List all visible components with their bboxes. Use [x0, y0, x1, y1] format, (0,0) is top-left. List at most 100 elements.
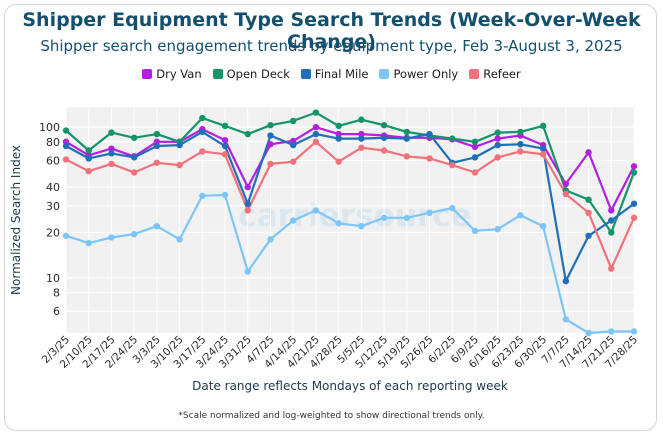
legend-swatch — [379, 69, 390, 79]
data-point-refeer — [85, 168, 92, 175]
data-point-refeer — [380, 147, 388, 154]
data-point-power-only — [221, 191, 229, 199]
data-point-dry-van — [108, 145, 115, 152]
data-point-power-only — [312, 207, 320, 214]
data-point-final-mile — [335, 135, 342, 142]
data-point-final-mile — [199, 128, 206, 136]
data-point-final-mile — [562, 277, 570, 285]
data-point-refeer — [176, 161, 183, 169]
data-point-refeer — [630, 214, 638, 222]
data-point-refeer — [62, 156, 70, 163]
data-point-refeer — [335, 158, 342, 165]
y-tick-label: 10 — [46, 272, 60, 285]
y-tick-label: 80 — [46, 136, 60, 149]
data-point-power-only — [244, 268, 251, 275]
data-point-dry-van — [585, 149, 592, 156]
data-point-final-mile — [426, 130, 433, 138]
data-point-final-mile — [403, 135, 410, 142]
series-line-power-only — [65, 193, 634, 335]
data-point-power-only — [380, 214, 388, 222]
legend-swatch — [142, 69, 153, 79]
data-point-refeer — [517, 148, 524, 155]
legend-label: Final Mile — [314, 67, 369, 81]
y-axis-label: Normalized Search Index — [9, 145, 23, 295]
series-line-dry-van — [65, 126, 635, 212]
data-point-final-mile — [244, 200, 251, 207]
legend-label: Power Only — [393, 67, 459, 81]
y-tick-label: 8 — [53, 286, 60, 299]
data-point-refeer — [312, 138, 320, 145]
legend-item-final-mile: Final Mile — [300, 67, 369, 81]
data-point-open-deck — [449, 135, 456, 142]
data-point-refeer — [471, 169, 479, 176]
legend-label: Open Deck — [226, 67, 290, 81]
data-point-power-only — [130, 230, 138, 238]
data-point-refeer — [562, 190, 570, 198]
data-point-power-only — [449, 204, 456, 212]
data-point-refeer — [608, 265, 615, 272]
y-tick-label: 30 — [46, 200, 60, 213]
data-point-final-mile — [471, 154, 479, 161]
legend-swatch — [300, 69, 311, 79]
data-point-refeer — [494, 154, 501, 161]
data-point-power-only — [517, 212, 524, 219]
data-point-open-deck — [153, 130, 161, 138]
data-point-final-mile — [358, 135, 365, 142]
data-point-final-mile — [608, 217, 615, 224]
data-point-final-mile — [380, 134, 388, 141]
data-point-power-only — [403, 214, 410, 222]
legend-item-refeer: Refeer — [469, 67, 521, 81]
data-point-refeer — [290, 158, 297, 165]
data-point-dry-van — [335, 130, 342, 138]
data-point-final-mile — [267, 132, 274, 139]
data-point-final-mile — [290, 141, 297, 149]
data-point-power-only — [85, 239, 92, 247]
data-point-final-mile — [312, 130, 320, 138]
data-point-dry-van — [608, 207, 615, 214]
x-axis-label: Date range reflects Mondays of each repo… — [192, 379, 508, 393]
data-point-final-mile — [221, 142, 229, 150]
data-point-final-mile — [108, 150, 115, 157]
legend-item-open-deck: Open Deck — [212, 67, 290, 81]
chart-legend: Dry Van Open Deck Final Mile Power Only Refe… — [0, 67, 663, 81]
data-point-open-deck — [108, 129, 115, 136]
data-point-open-deck — [585, 196, 592, 203]
y-tick-label: 6 — [53, 305, 60, 318]
data-point-open-deck — [471, 138, 479, 145]
series-line-final-mile — [65, 130, 635, 283]
data-point-dry-van — [562, 180, 570, 188]
series-line-refeer — [65, 140, 636, 270]
data-point-dry-van — [471, 143, 479, 151]
data-point-dry-van — [244, 183, 251, 191]
data-point-final-mile — [517, 141, 524, 148]
data-point-open-deck — [62, 127, 70, 134]
legend-swatch — [469, 69, 480, 79]
data-point-power-only — [562, 316, 570, 323]
data-point-open-deck — [608, 229, 615, 236]
footnote: *Scale normalized and log-weighted to sh… — [178, 411, 485, 421]
data-point-open-deck — [494, 129, 501, 136]
legend-label: Dry Van — [156, 67, 202, 81]
data-point-power-only — [335, 220, 342, 227]
data-point-refeer — [403, 153, 410, 160]
data-point-open-deck — [539, 122, 547, 130]
data-point-power-only — [267, 236, 274, 243]
data-point-power-only — [199, 192, 206, 200]
data-point-open-deck — [380, 122, 388, 129]
data-point-open-deck — [403, 128, 410, 136]
data-point-final-mile — [153, 142, 161, 150]
data-point-power-only — [585, 329, 592, 337]
data-point-final-mile — [62, 142, 70, 150]
data-point-final-mile — [585, 232, 592, 239]
data-point-refeer — [539, 151, 547, 158]
y-tick-label: 40 — [46, 181, 60, 194]
data-point-power-only — [608, 328, 615, 335]
data-point-power-only — [108, 234, 115, 241]
data-point-final-mile — [176, 141, 183, 149]
data-point-open-deck — [244, 130, 251, 138]
data-point-open-deck — [312, 109, 320, 116]
data-point-power-only — [153, 222, 161, 230]
data-point-refeer — [153, 159, 161, 166]
data-point-refeer — [244, 207, 251, 214]
